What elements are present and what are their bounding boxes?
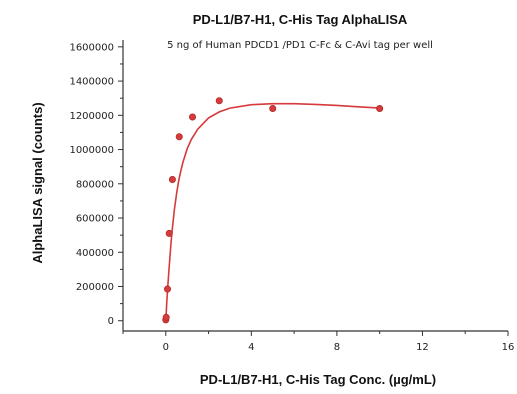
data-point bbox=[168, 176, 176, 184]
y-tick-label: 400000 bbox=[76, 248, 114, 259]
data-point bbox=[165, 229, 173, 237]
x-tick-label: 0 bbox=[163, 342, 169, 353]
chart-subtitle: 5 ng of Human PDCD1 /PD1 C-Fc & C-Avi ta… bbox=[167, 40, 433, 51]
y-axis-label: AlphaLISA signal (counts) bbox=[30, 102, 45, 263]
x-tick-label: 4 bbox=[248, 342, 254, 353]
data-point bbox=[189, 113, 197, 121]
x-tick-label: 16 bbox=[502, 342, 515, 353]
y-tick-label: 800000 bbox=[76, 179, 114, 190]
data-point bbox=[175, 133, 183, 141]
fit-curve bbox=[165, 102, 380, 321]
x-tick-label: 12 bbox=[416, 342, 429, 353]
data-point bbox=[215, 97, 223, 105]
y-tick-label: 200000 bbox=[76, 282, 114, 293]
y-tick-label: 1200000 bbox=[69, 111, 114, 122]
y-tick-label: 1400000 bbox=[69, 77, 114, 88]
y-tick-label: 600000 bbox=[76, 214, 114, 225]
x-axis-label: PD-L1/B7-H1, C-His Tag Conc. (µg/mL) bbox=[200, 372, 436, 387]
y-tick-label: 1000000 bbox=[69, 145, 114, 156]
y-tick-label: 0 bbox=[108, 316, 114, 327]
chart-title: PD-L1/B7-H1, C-His Tag AlphaLISA bbox=[193, 12, 408, 27]
data-point bbox=[269, 104, 277, 112]
y-tick-label: 1600000 bbox=[69, 42, 114, 53]
x-tick-label: 8 bbox=[334, 342, 340, 353]
plot-area: 0 200000 400000 600000 800000 1000000 1200000 1… bbox=[69, 40, 514, 353]
data-point bbox=[163, 285, 171, 293]
data-point bbox=[162, 313, 170, 321]
data-point bbox=[376, 104, 384, 112]
